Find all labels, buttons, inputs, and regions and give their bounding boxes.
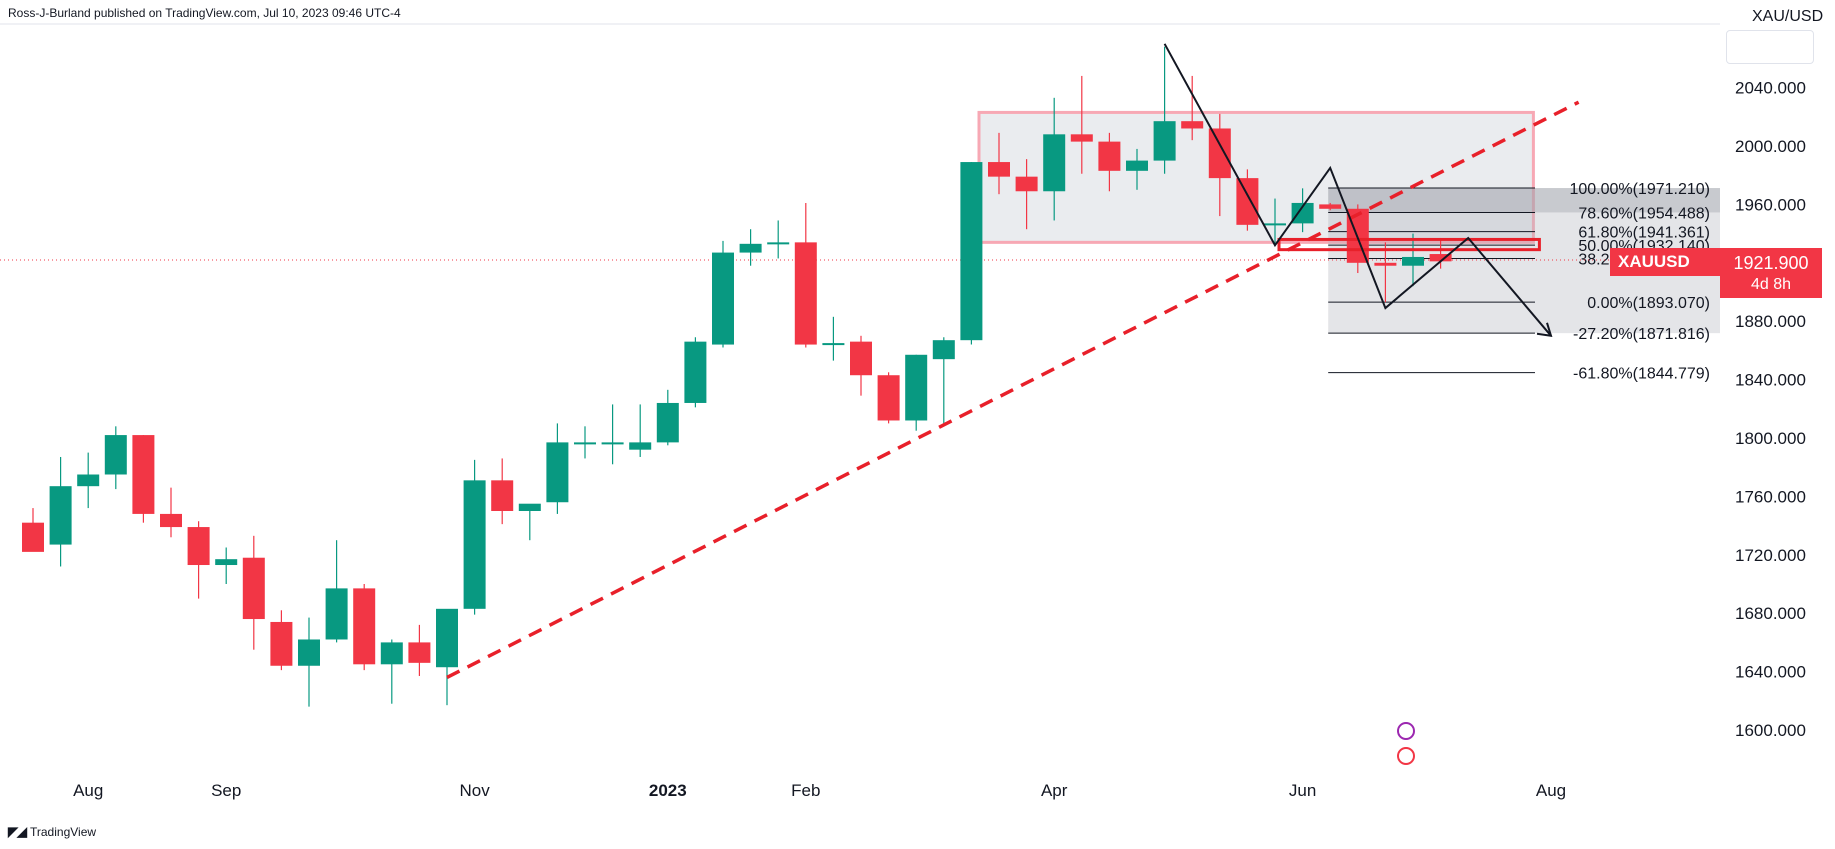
y-axis-tick-label: 2000.000: [1735, 137, 1806, 156]
candle-body: [1043, 134, 1066, 192]
candle-body: [1153, 121, 1176, 161]
candle-body: [436, 608, 458, 668]
candle-body: [1429, 254, 1452, 262]
symbol-badge: XAUUSD: [1610, 248, 1720, 276]
candle-body: [1264, 223, 1286, 226]
candle-body: [850, 341, 872, 376]
candle-body: [1374, 262, 1397, 266]
candle-body: [22, 522, 44, 552]
candle-body: [242, 557, 265, 620]
tradingview-logo-icon: ◤◢: [8, 824, 27, 839]
zigzag-projection: [1163, 43, 1552, 337]
current-price-label: 1921.900: [1733, 253, 1809, 273]
candle-body: [1291, 202, 1314, 224]
candle-body: [1208, 128, 1231, 179]
y-axis-tick-label: 1960.000: [1735, 195, 1806, 214]
range-box: [977, 110, 1535, 244]
y-axis-tick-label: 1760.000: [1735, 487, 1806, 506]
candle-body: [49, 486, 72, 545]
x-axis-tick-label: 2023: [649, 781, 687, 800]
candle-body: [104, 435, 127, 475]
candle-body: [794, 242, 817, 345]
candle-body: [712, 252, 734, 345]
candle-body: [1181, 121, 1204, 129]
x-axis-tick-label: Feb: [791, 781, 820, 800]
brand-label: TradingView: [30, 825, 97, 839]
candle-body: [1402, 256, 1424, 266]
y-axis-tick-label: 1880.000: [1735, 312, 1806, 331]
trendline: [446, 100, 1580, 680]
currency-label: XAU/USD: [1752, 8, 1824, 24]
candle-body: [877, 375, 900, 421]
y-axis-tick-label: 2040.000: [1735, 79, 1806, 98]
candle-body: [905, 354, 928, 421]
candle-body: [988, 162, 1010, 177]
candle-body: [1015, 176, 1038, 192]
candle-body: [408, 642, 431, 663]
candle-body: [629, 442, 652, 450]
candle-body: [1070, 134, 1093, 142]
arrow-head-icon: [1536, 322, 1553, 338]
candle-body: [491, 480, 514, 511]
x-axis-tick-label: Aug: [1536, 781, 1566, 800]
fib-level-label: -61.80%(1844.779): [1573, 366, 1710, 383]
candle-body: [132, 435, 155, 514]
candle-body: [822, 343, 845, 346]
candle-body: [380, 642, 403, 665]
candle-body: [546, 442, 569, 503]
publisher-line: Ross-J-Burland published on TradingView.…: [8, 6, 401, 20]
candle-body: [1126, 160, 1148, 171]
footer-brand[interactable]: ◤◢ TradingView: [8, 824, 96, 840]
candle-body: [574, 442, 596, 445]
candle-body: [1236, 178, 1259, 225]
x-axis-tick-label: Sep: [211, 781, 241, 800]
y-axis-tick-label: 1840.000: [1735, 371, 1806, 390]
fib-zone-top: [1328, 188, 1720, 213]
candle-body: [739, 243, 762, 253]
candle-body: [656, 402, 679, 443]
candle-body: [353, 588, 376, 665]
fib-level-label: 0.00%(1893.070): [1587, 295, 1710, 312]
resistance-zone: [1277, 237, 1541, 252]
candle-body: [1319, 204, 1342, 209]
candle-body: [1098, 141, 1121, 171]
candle-body: [463, 480, 486, 609]
x-axis-tick-label: Jun: [1289, 781, 1316, 800]
candle-body: [160, 513, 182, 528]
candle-body: [518, 503, 541, 511]
x-axis-tick-label: Aug: [73, 781, 103, 800]
candle-body: [601, 442, 624, 445]
candle-body: [187, 527, 210, 566]
candle-body: [298, 639, 320, 666]
x-axis-tick-label: Nov: [459, 781, 490, 800]
candle-body: [77, 474, 100, 487]
y-axis-tick-label: 1640.000: [1735, 663, 1806, 682]
lightning-icon: [1397, 722, 1415, 740]
us-flag-icon: [1397, 747, 1415, 765]
fib-level-label: 100.00%(1971.210): [1569, 181, 1710, 198]
currency-selector-button[interactable]: [1726, 30, 1814, 64]
y-axis-tick-label: 1800.000: [1735, 429, 1806, 448]
fib-level-label: -27.20%(1871.816): [1573, 326, 1710, 343]
y-axis-tick-label: 1680.000: [1735, 604, 1806, 623]
candle-body: [960, 162, 983, 341]
y-axis-tick-label: 1600.000: [1735, 721, 1806, 740]
candle-body: [270, 621, 293, 666]
y-axis-tick-label: 1720.000: [1735, 546, 1806, 565]
fib-level-label: 61.80%(1941.361): [1578, 225, 1710, 242]
fib-level-label: 78.60%(1954.488): [1578, 205, 1710, 222]
price-badge: 1921.900 4d 8h: [1720, 248, 1822, 298]
x-axis-tick-label: Apr: [1041, 781, 1068, 800]
candle-body: [684, 341, 707, 403]
countdown-label: 4d 8h: [1750, 276, 1792, 293]
candle-body: [767, 242, 790, 245]
candle-body: [215, 559, 238, 566]
candle-body: [325, 588, 348, 640]
candle-body: [932, 340, 955, 360]
